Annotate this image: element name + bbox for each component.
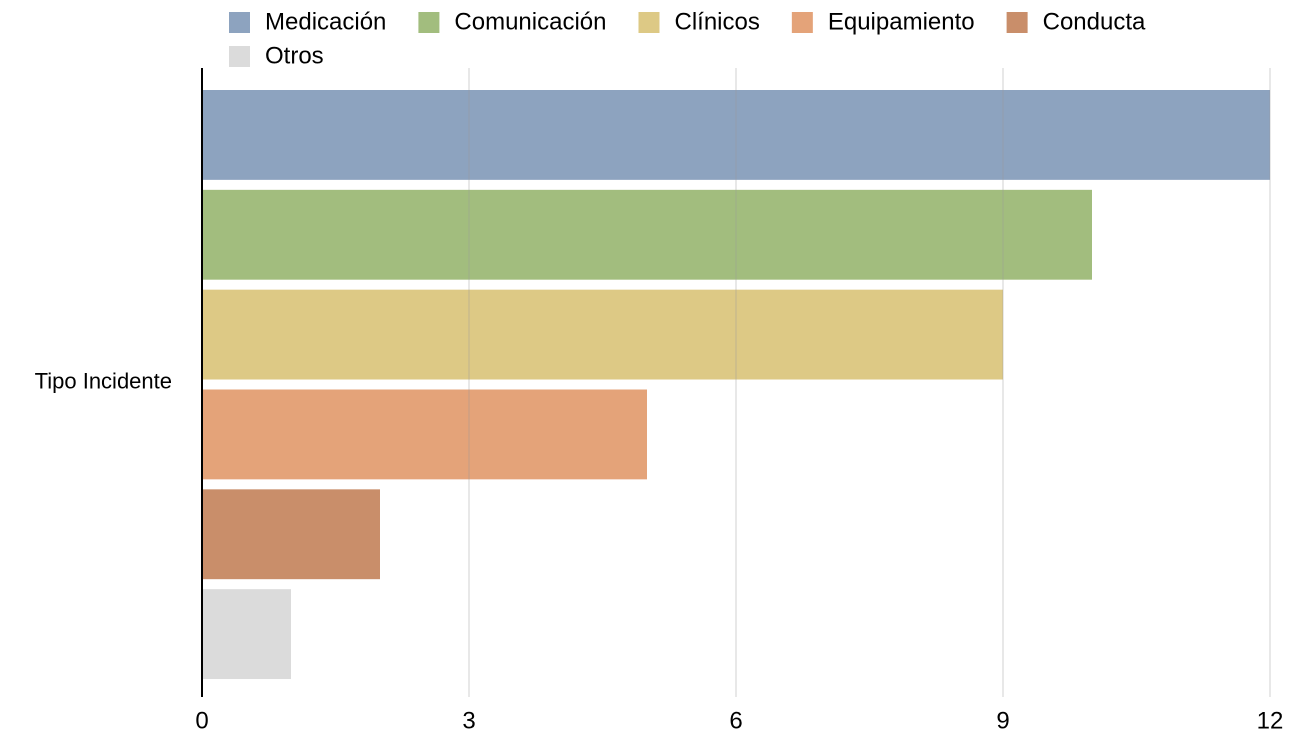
legend-label: Equipamiento (828, 8, 975, 35)
legend-label: Comunicación (454, 8, 606, 35)
legend-swatch (229, 46, 250, 67)
bar (202, 189, 1092, 280)
legend-label: Medicación (265, 8, 386, 35)
bar (202, 589, 291, 680)
y-tick-label: Tipo Incidente (35, 368, 172, 393)
bar (202, 489, 380, 580)
x-tick-label: 9 (996, 707, 1009, 734)
x-tick-label: 3 (462, 707, 475, 734)
x-tick-label: 6 (729, 707, 742, 734)
legend-swatch (791, 12, 813, 33)
legend-label: Otros (265, 42, 324, 69)
x-tick-label: 0 (195, 707, 208, 734)
bar (202, 289, 1003, 380)
legend-label: Clínicos (674, 8, 759, 35)
legend-swatch (1006, 12, 1028, 33)
legend-label: Conducta (1043, 8, 1146, 35)
x-tick-label: 12 (1257, 707, 1284, 734)
legend-swatch (638, 12, 660, 33)
bar (202, 389, 647, 480)
bar (202, 90, 1270, 180)
legend-swatch (229, 12, 250, 33)
legend-swatch (418, 12, 440, 33)
